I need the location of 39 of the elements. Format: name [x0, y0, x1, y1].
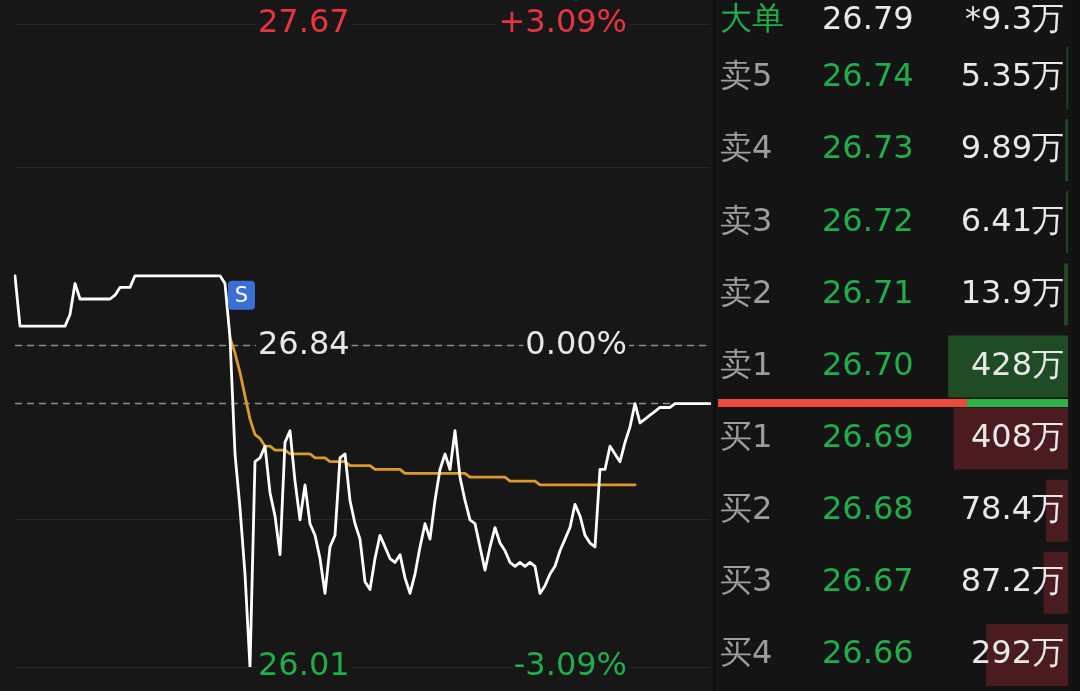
- data-label: 13.9万: [960, 272, 1064, 311]
- annotation: 26.71: [822, 272, 914, 311]
- annotation: 26.70: [822, 344, 914, 383]
- annotation: 26.72: [822, 200, 914, 239]
- y-tick-label: 卖4: [720, 128, 773, 167]
- y-tick-label: 卖1: [720, 344, 773, 383]
- y-tick-label: 买4: [720, 633, 773, 672]
- y-tick-label: 卖2: [720, 272, 773, 311]
- y-tick-label: 买1: [720, 416, 773, 455]
- y-tick-label: 买3: [720, 561, 773, 600]
- y2-tick-label: 0.00%: [525, 323, 627, 362]
- data-label: 292万: [970, 633, 1064, 672]
- y-tick-label: 卖5: [720, 56, 773, 95]
- y-tick-label: 27.67: [258, 2, 350, 41]
- data-label: 408万: [970, 416, 1064, 455]
- data-label: 78.4万: [960, 489, 1064, 528]
- y-tick-label: 26.84: [258, 323, 350, 362]
- y-tick-label: 26.01: [258, 645, 350, 684]
- data-label: 9.89万: [960, 128, 1064, 167]
- annotation: 26.74: [822, 56, 914, 95]
- annotation: S: [234, 282, 249, 307]
- annotation: 26.67: [822, 561, 914, 600]
- data-label: 6.41万: [960, 200, 1064, 239]
- y2-tick-label: -3.09%: [513, 645, 627, 684]
- annotation: 26.79: [822, 0, 914, 38]
- bar: [1065, 119, 1068, 182]
- bar: [1064, 263, 1068, 326]
- y-tick-label: 买2: [720, 489, 773, 528]
- annotation: 26.68: [822, 489, 914, 528]
- annotation: *9.3万: [965, 0, 1064, 38]
- data-label: 428万: [970, 344, 1064, 383]
- data-label: 87.2万: [960, 561, 1064, 600]
- annotation: 26.66: [822, 633, 914, 672]
- annotation: 大单: [720, 0, 784, 38]
- annotation: 26.69: [822, 416, 914, 455]
- y-tick-label: 卖3: [720, 200, 773, 239]
- data-label: 5.35万: [960, 56, 1064, 95]
- y2-tick-label: +3.09%: [498, 2, 627, 41]
- annotation: 26.73: [822, 128, 914, 167]
